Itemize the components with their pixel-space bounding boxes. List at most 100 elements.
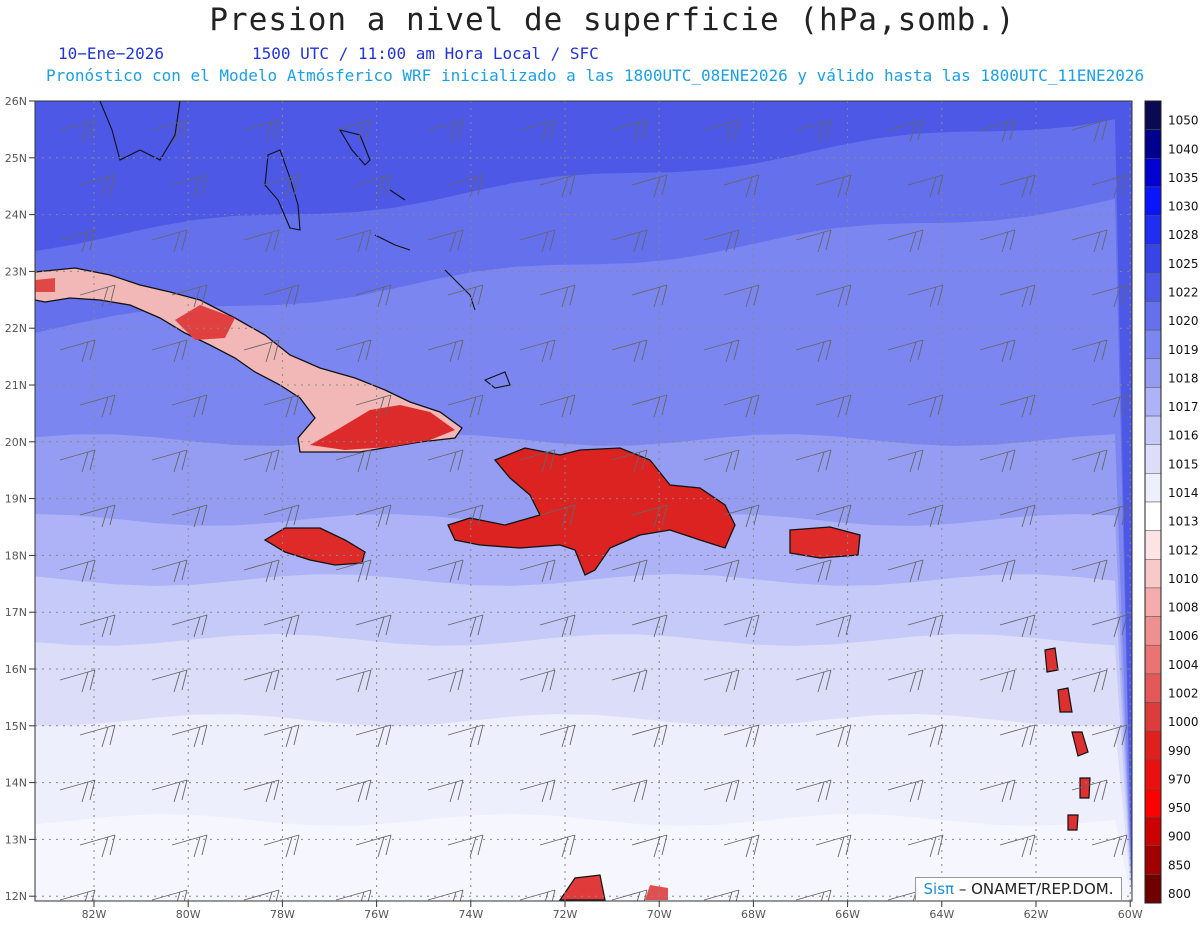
lon-label: 76W <box>364 908 389 921</box>
wind-barb <box>151 779 188 803</box>
wind-barb <box>519 339 556 363</box>
colorbar-swatch-1035 <box>1144 158 1162 188</box>
wind-barb <box>59 229 96 253</box>
wind-barb <box>539 174 576 198</box>
colorbar-label: 1012 <box>1168 543 1199 557</box>
wind-barb <box>59 449 96 473</box>
wind-barb <box>703 559 740 583</box>
wind-barb <box>999 724 1036 748</box>
forecast-date: 10−Ene−2026 <box>58 44 164 63</box>
wind-barb <box>243 119 280 143</box>
lat-label: 12N <box>5 890 27 903</box>
wind-barb <box>355 504 392 528</box>
axis-labels: 26N 25N 24N 23N 22N 21N 20N 19N 18N 17N 16N 15N 14N 1… <box>5 95 1143 921</box>
colorbar: 1050 1040 1035 1030 1028 1025 1022 1020 1019 1018… <box>1144 100 1199 904</box>
colorbar-swatch-1016 <box>1144 415 1162 445</box>
lat-label: 17N <box>5 606 27 619</box>
wind-barb <box>519 449 556 473</box>
colorbar-label: 1004 <box>1168 658 1199 672</box>
wind-barb <box>171 174 208 198</box>
wind-barb <box>979 779 1016 803</box>
wind-barb <box>631 834 668 858</box>
colorbar-swatch-1006 <box>1144 616 1162 646</box>
colorbar-label: 1002 <box>1168 687 1199 701</box>
wind-barb <box>999 394 1036 418</box>
wind-barb <box>1091 724 1128 748</box>
wind-barb <box>611 119 648 143</box>
colorbar-label: 1016 <box>1168 429 1199 443</box>
colorbar-swatch-850 <box>1144 845 1162 875</box>
wind-barb <box>59 119 96 143</box>
lon-label: 60W <box>1118 908 1143 921</box>
colorbar-label: 1014 <box>1168 486 1199 500</box>
colorbar-label: 950 <box>1168 801 1191 815</box>
lon-label: 68W <box>741 908 766 921</box>
wind-barb <box>631 724 668 748</box>
wind-barb <box>703 779 740 803</box>
wind-barb <box>519 119 556 143</box>
wind-barb <box>907 724 944 748</box>
lon-label: 62W <box>1024 908 1049 921</box>
lat-label: 14N <box>5 777 27 790</box>
wind-barb <box>907 834 944 858</box>
colorbar-swatch-1008 <box>1144 587 1162 617</box>
colorbar-frame <box>1144 100 1162 904</box>
wind-barb <box>171 614 208 638</box>
wind-barb <box>1071 229 1108 253</box>
colorbar-swatch-1013 <box>1144 501 1162 531</box>
wind-barb <box>335 889 372 901</box>
wind-barb <box>815 284 852 308</box>
wind-barb <box>815 614 852 638</box>
wind-barb <box>611 229 648 253</box>
wind-barb <box>151 339 188 363</box>
jamaica <box>263 527 366 566</box>
wind-barb <box>979 559 1016 583</box>
wind-barb <box>519 889 556 901</box>
colorbar-swatch-1022 <box>1144 272 1162 302</box>
wind-barb <box>447 284 484 308</box>
wind-barb <box>611 889 648 901</box>
wind-barb <box>723 504 760 528</box>
colorbar-label: 1022 <box>1168 286 1199 300</box>
wind-barb <box>815 834 852 858</box>
wind-barb <box>539 614 576 638</box>
wind-barb <box>539 394 576 418</box>
wind-barb <box>335 119 372 143</box>
wind-barb <box>723 174 760 198</box>
wind-barb <box>795 119 832 143</box>
wind-barb <box>263 724 300 748</box>
florida-coast <box>99 101 181 161</box>
wind-barb <box>519 559 556 583</box>
lat-label: 15N <box>5 720 27 733</box>
wind-barb <box>427 889 464 901</box>
wind-barb <box>335 229 372 253</box>
colorbar-label: 1035 <box>1168 171 1199 185</box>
map-frame <box>34 100 1133 902</box>
wind-barb <box>631 174 668 198</box>
colorbar-label: 850 <box>1168 858 1191 872</box>
wind-barb <box>907 394 944 418</box>
colorbar-label: 1006 <box>1168 629 1199 643</box>
wind-barb <box>427 229 464 253</box>
colorbar-swatch-1028 <box>1144 215 1162 245</box>
bahamas-andros <box>264 149 301 231</box>
wind-barb <box>887 669 924 693</box>
colorbar-swatch-1018 <box>1144 358 1162 388</box>
wind-barb <box>1071 559 1108 583</box>
lat-label: 22N <box>5 322 27 335</box>
wind-barb <box>1091 284 1128 308</box>
colorbar-label: 1050 <box>1168 114 1199 128</box>
wind-barb <box>611 449 648 473</box>
colorbar-label: 970 <box>1168 772 1191 786</box>
colorbar-label: 1025 <box>1168 257 1199 271</box>
wind-barb <box>795 229 832 253</box>
wind-barb <box>447 504 484 528</box>
colorbar-swatch-1004 <box>1144 644 1162 675</box>
lat-label: 20N <box>5 436 27 449</box>
wind-barb <box>355 614 392 638</box>
wind-barb <box>519 229 556 253</box>
wind-barb <box>907 284 944 308</box>
wind-barb <box>263 394 300 418</box>
lat-label: 21N <box>5 379 27 392</box>
